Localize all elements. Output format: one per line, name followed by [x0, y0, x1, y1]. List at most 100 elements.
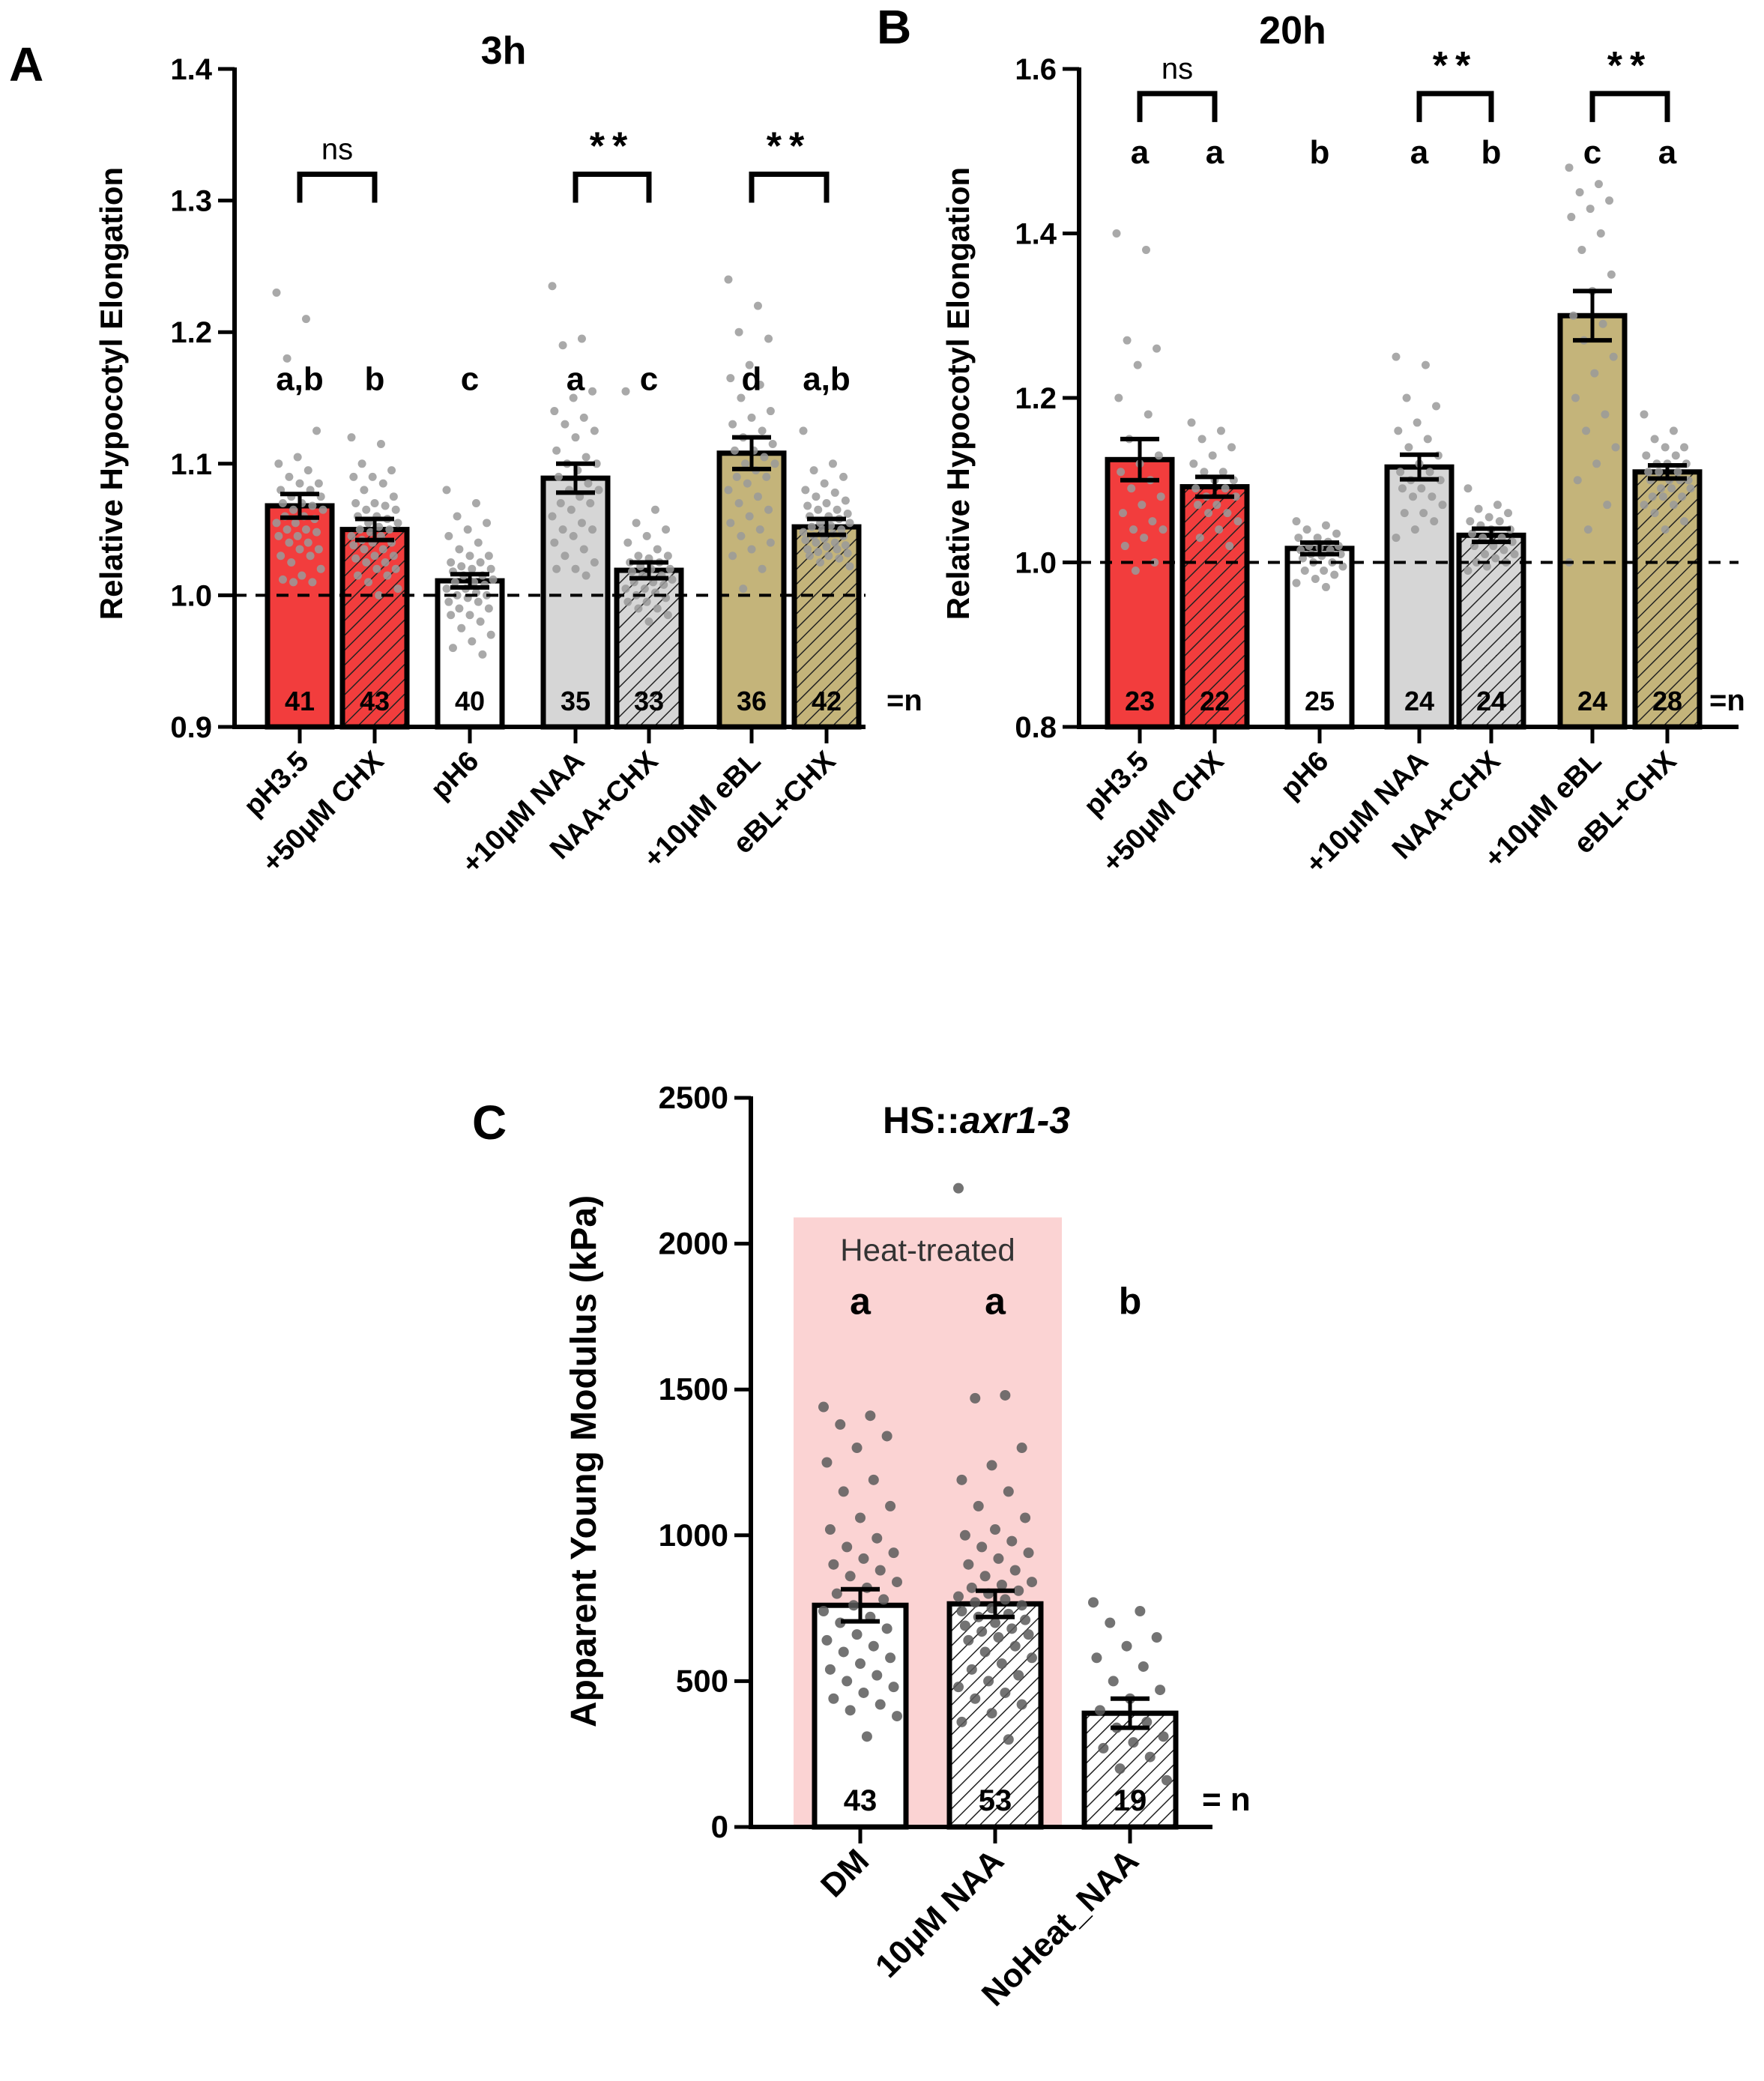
data-point: [1088, 1597, 1099, 1608]
data-point: [450, 578, 459, 587]
data-point: [1423, 435, 1432, 444]
n-count: 43: [360, 686, 390, 716]
data-point: [484, 604, 493, 613]
data-point: [1120, 542, 1129, 551]
data-point: [1311, 574, 1320, 583]
y-tick-label: 1.1: [170, 448, 212, 481]
data-point: [1484, 513, 1493, 522]
data-point: [970, 1597, 981, 1608]
data-point: [1108, 1676, 1119, 1687]
data-point: [851, 1629, 863, 1640]
data-point: [644, 617, 653, 626]
data-point: [1023, 1629, 1034, 1640]
data-point: [383, 571, 392, 580]
data-point: [642, 597, 651, 606]
data-point: [1658, 492, 1667, 501]
bar: [268, 505, 332, 727]
data-point: [892, 1711, 902, 1722]
significance-letter: c: [461, 361, 479, 398]
data-point: [1650, 435, 1659, 444]
data-point: [289, 578, 298, 587]
n-count: 41: [285, 686, 315, 716]
significance-letter: a: [985, 1280, 1006, 1322]
data-point: [966, 1582, 977, 1593]
data-point: [1468, 529, 1477, 538]
data-point: [1013, 1585, 1024, 1596]
data-point: [381, 501, 390, 510]
data-point: [1338, 562, 1347, 571]
data-point: [1117, 468, 1126, 477]
data-point: [640, 585, 649, 594]
data-point: [378, 479, 387, 488]
data-point: [956, 1716, 967, 1727]
data-point: [474, 597, 483, 606]
data-point: [389, 492, 398, 501]
y-tick-label: 1.6: [1015, 53, 1057, 86]
data-point: [1233, 517, 1242, 526]
data-point: [1006, 1535, 1018, 1547]
bar-hatch: [617, 570, 681, 727]
data-point: [391, 505, 400, 514]
data-point: [312, 426, 321, 435]
data-point: [1598, 319, 1607, 328]
data-point: [567, 505, 576, 514]
data-point: [1294, 534, 1303, 543]
data-point: [1394, 426, 1403, 435]
data-point: [768, 439, 777, 448]
data-point: [295, 545, 304, 554]
bar: [1560, 315, 1625, 727]
data-point: [457, 623, 466, 632]
data-point: [375, 591, 384, 599]
data-point: [996, 1579, 1007, 1590]
data-point: [966, 1664, 977, 1675]
data-point: [956, 1605, 967, 1616]
data-point: [579, 545, 588, 554]
data-point: [554, 472, 563, 481]
data-point: [659, 580, 668, 589]
data-point: [577, 334, 586, 343]
data-point: [755, 525, 764, 534]
data-point: [1225, 542, 1234, 551]
data-point: [821, 1457, 833, 1468]
data-point: [1609, 352, 1618, 361]
data-point: [724, 275, 733, 284]
data-point: [351, 498, 360, 507]
data-point: [349, 541, 358, 550]
data-point: [552, 446, 561, 455]
data-point: [360, 545, 369, 554]
data-point: [308, 578, 317, 587]
data-point: [1320, 566, 1329, 575]
data-point: [662, 525, 671, 534]
n-suffix: = n: [1202, 1781, 1251, 1818]
data-point: [814, 547, 823, 556]
data-point: [455, 604, 464, 613]
data-point: [1438, 501, 1447, 510]
panel-a-ylabel: Relative Hypocotyl Elongation: [94, 167, 129, 620]
significance-letter: a: [1658, 134, 1677, 171]
data-point: [1565, 163, 1574, 172]
data-point: [1575, 188, 1584, 197]
data-point: [732, 472, 741, 481]
data-point: [1121, 1640, 1132, 1652]
n-count: 28: [1652, 686, 1682, 716]
data-point: [283, 525, 292, 534]
data-point: [868, 1640, 879, 1652]
category-label: 10μM NAA: [869, 1842, 1011, 1984]
data-point: [274, 459, 283, 468]
data-point: [818, 525, 827, 534]
data-point: [1330, 570, 1339, 579]
data-point: [1686, 484, 1695, 493]
data-point: [1023, 1547, 1034, 1559]
data-point: [274, 531, 283, 540]
data-point: [1128, 1737, 1139, 1748]
n-count: 33: [634, 686, 664, 716]
category-label: pH6: [1275, 746, 1335, 806]
data-point: [993, 1553, 1004, 1564]
data-point: [642, 531, 651, 540]
significance-letter: a: [567, 361, 585, 398]
data-point: [855, 1512, 866, 1523]
panel-c-title: HS::axr1-3: [883, 1099, 1070, 1141]
data-point: [827, 521, 836, 530]
